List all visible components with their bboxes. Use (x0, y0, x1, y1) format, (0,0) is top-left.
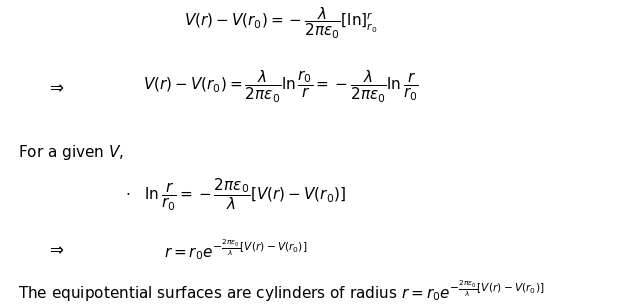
Text: $V(r) - V(r_0) = -\dfrac{\lambda}{2\pi\varepsilon_0}[\ln]^{r}_{r_0}$: $V(r) - V(r_0) = -\dfrac{\lambda}{2\pi\v… (184, 6, 378, 41)
Text: $\Rightarrow$: $\Rightarrow$ (46, 240, 65, 258)
Text: $\Rightarrow$: $\Rightarrow$ (46, 78, 65, 96)
Text: $V(r) - V(r_0) = \dfrac{\lambda}{2\pi\varepsilon_0}\ln\dfrac{r_0}{r} = -\dfrac{\: $V(r) - V(r_0) = \dfrac{\lambda}{2\pi\va… (143, 69, 419, 105)
Text: The equipotential surfaces are cylinders of radius $r = r_0 e^{-\frac{2\pi\varep: The equipotential surfaces are cylinders… (18, 279, 545, 304)
Text: $r = r_0 e^{-\frac{2\pi\varepsilon_0}{\lambda}[V(r)-V(r_0)]}$: $r = r_0 e^{-\frac{2\pi\varepsilon_0}{\l… (165, 237, 307, 262)
Text: $\cdot\quad\ln\dfrac{r}{r_0} = -\dfrac{2\pi\varepsilon_0}{\lambda}[V(r) - V(r_0): $\cdot\quad\ln\dfrac{r}{r_0} = -\dfrac{2… (125, 177, 347, 213)
Text: For a given $V,$: For a given $V,$ (18, 144, 124, 163)
